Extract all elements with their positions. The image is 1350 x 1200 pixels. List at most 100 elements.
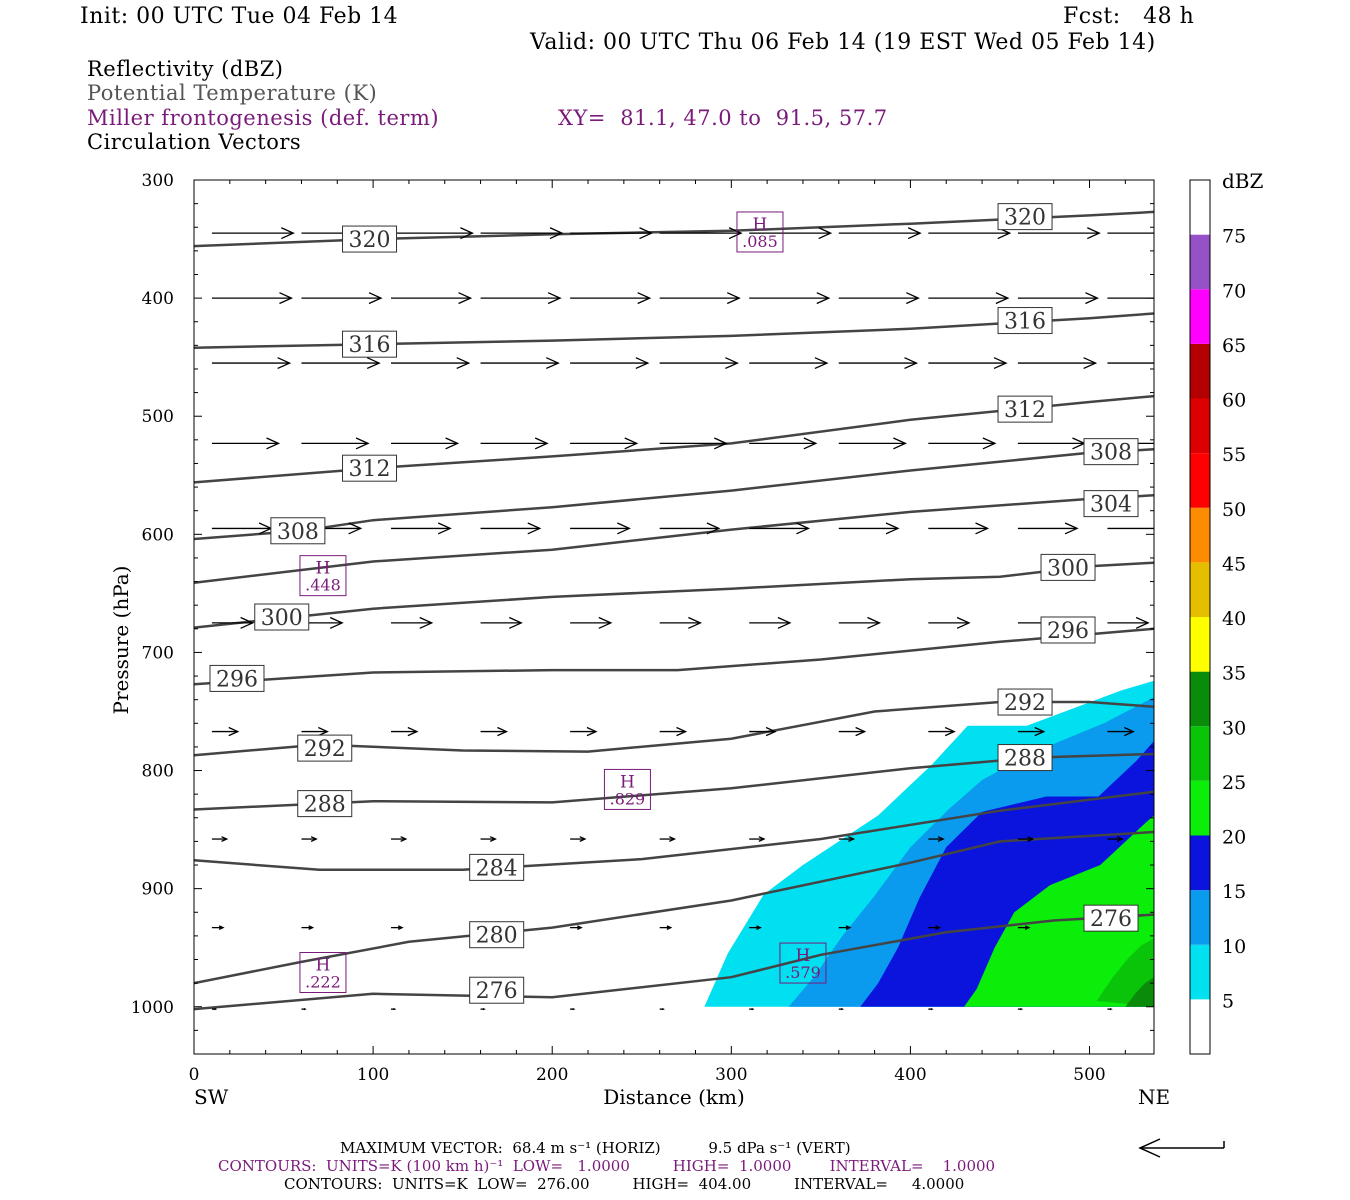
vector (838, 925, 852, 930)
colorbar-label: 20 (1222, 827, 1246, 849)
y-tick-label: 700 (142, 643, 174, 663)
vector (211, 522, 273, 535)
theta-contour-296 (194, 627, 1154, 686)
frontogenesis-label: H (316, 559, 331, 579)
vector (928, 357, 1008, 370)
colorbar-label: 70 (1222, 280, 1246, 302)
theta-label-box (1083, 904, 1139, 932)
vector (1017, 522, 1079, 535)
y-tick-label: 300 (142, 171, 174, 191)
theta-label-304: 304 (1090, 493, 1132, 518)
theta-label-box (997, 744, 1053, 772)
vector (301, 437, 370, 450)
frontogenesis-box (299, 555, 347, 597)
vector (570, 357, 650, 370)
vector (480, 292, 562, 305)
x-end-left: SW (194, 1085, 229, 1109)
theta-label-316: 316 (349, 333, 391, 358)
theta-label-box (469, 921, 525, 949)
x-tick-label: 200 (536, 1065, 568, 1085)
vector (570, 437, 639, 450)
theta-label-box (342, 454, 398, 482)
vector (211, 437, 281, 450)
vector (659, 227, 743, 240)
colorbar-label: 60 (1222, 390, 1246, 412)
theta-label-box (1083, 490, 1139, 518)
frontogenesis-box (779, 942, 827, 984)
vector (570, 522, 631, 535)
vector (749, 925, 762, 930)
theta-label-280: 280 (476, 924, 518, 949)
vector (391, 357, 471, 370)
vector (1107, 836, 1124, 842)
colorbar-segment (1190, 944, 1210, 1000)
vector (480, 726, 509, 737)
x-tick-label: 300 (715, 1065, 747, 1085)
vector (928, 227, 1012, 240)
theta-label-box (469, 853, 525, 881)
theta-label-300: 300 (261, 606, 303, 631)
vector (1107, 616, 1150, 629)
colorbar-segment (1190, 343, 1210, 399)
vector (838, 292, 920, 305)
vector (570, 836, 587, 842)
vector (301, 726, 329, 737)
y-tick-label: 400 (142, 289, 174, 309)
theta-label-312: 312 (349, 457, 391, 482)
theta-label-box (209, 664, 265, 692)
theta-label-box (342, 225, 398, 253)
vector (659, 726, 688, 737)
theta-contour-labels: 320 320 316 316 312 312 308 308 304 300 300 296 296 2… (209, 203, 1139, 1004)
vector (301, 836, 318, 842)
vector (659, 437, 728, 450)
vector (659, 925, 673, 930)
x-tick-label: 500 (1073, 1065, 1105, 1085)
vector (838, 1007, 845, 1011)
vector (928, 726, 956, 737)
colorbar-segment (1190, 835, 1210, 891)
vector (749, 522, 811, 535)
colorbar-segment (1190, 999, 1210, 1054)
frontogenesis-box (736, 211, 784, 253)
contours-frontogenesis-note: CONTOURS: UNITS=K (100 km h)⁻¹ LOW= 1.00… (218, 1157, 996, 1175)
vector (838, 616, 882, 629)
colorbar-label: 15 (1222, 881, 1246, 903)
colorbar-label: 65 (1222, 335, 1246, 357)
vector (1107, 1007, 1113, 1011)
frontogenesis-max: H.222 (299, 952, 347, 994)
theta-contour-300 (194, 561, 1154, 629)
colorbar-segment (1190, 890, 1210, 945)
colorbar-label: 25 (1222, 772, 1246, 794)
vector (211, 292, 294, 305)
vector (1017, 357, 1098, 370)
theta-label-284: 284 (476, 856, 518, 881)
theta-label-320: 320 (349, 228, 391, 253)
vector (391, 616, 434, 629)
vector (928, 616, 971, 629)
vector (928, 522, 990, 535)
theta-label-box (997, 307, 1053, 335)
vector (838, 357, 919, 370)
colorbar-label: 50 (1222, 499, 1246, 521)
frontogenesis-max: H.085 (736, 211, 784, 253)
y-tick-label: 600 (142, 525, 174, 545)
vector (1017, 726, 1046, 737)
theta-contour-304 (194, 494, 1154, 584)
vector (480, 836, 497, 842)
theta-label-296: 296 (1047, 619, 1089, 644)
theta-label-312: 312 (1004, 398, 1046, 423)
field-reflectivity: Reflectivity (dBZ) (87, 57, 284, 81)
field-theta: Potential Temperature (K) (87, 81, 378, 105)
theta-label-296: 296 (216, 667, 258, 692)
vector (570, 925, 583, 930)
x-end-right: NE (1138, 1085, 1170, 1109)
colorbar-label: 75 (1222, 226, 1246, 248)
reflectivity-region-30 (1125, 977, 1154, 1007)
vector (570, 616, 613, 629)
vector (301, 1007, 307, 1011)
colorbar-segment (1190, 671, 1210, 727)
vector (928, 437, 997, 450)
vector (211, 1007, 218, 1011)
vector (570, 1007, 576, 1011)
